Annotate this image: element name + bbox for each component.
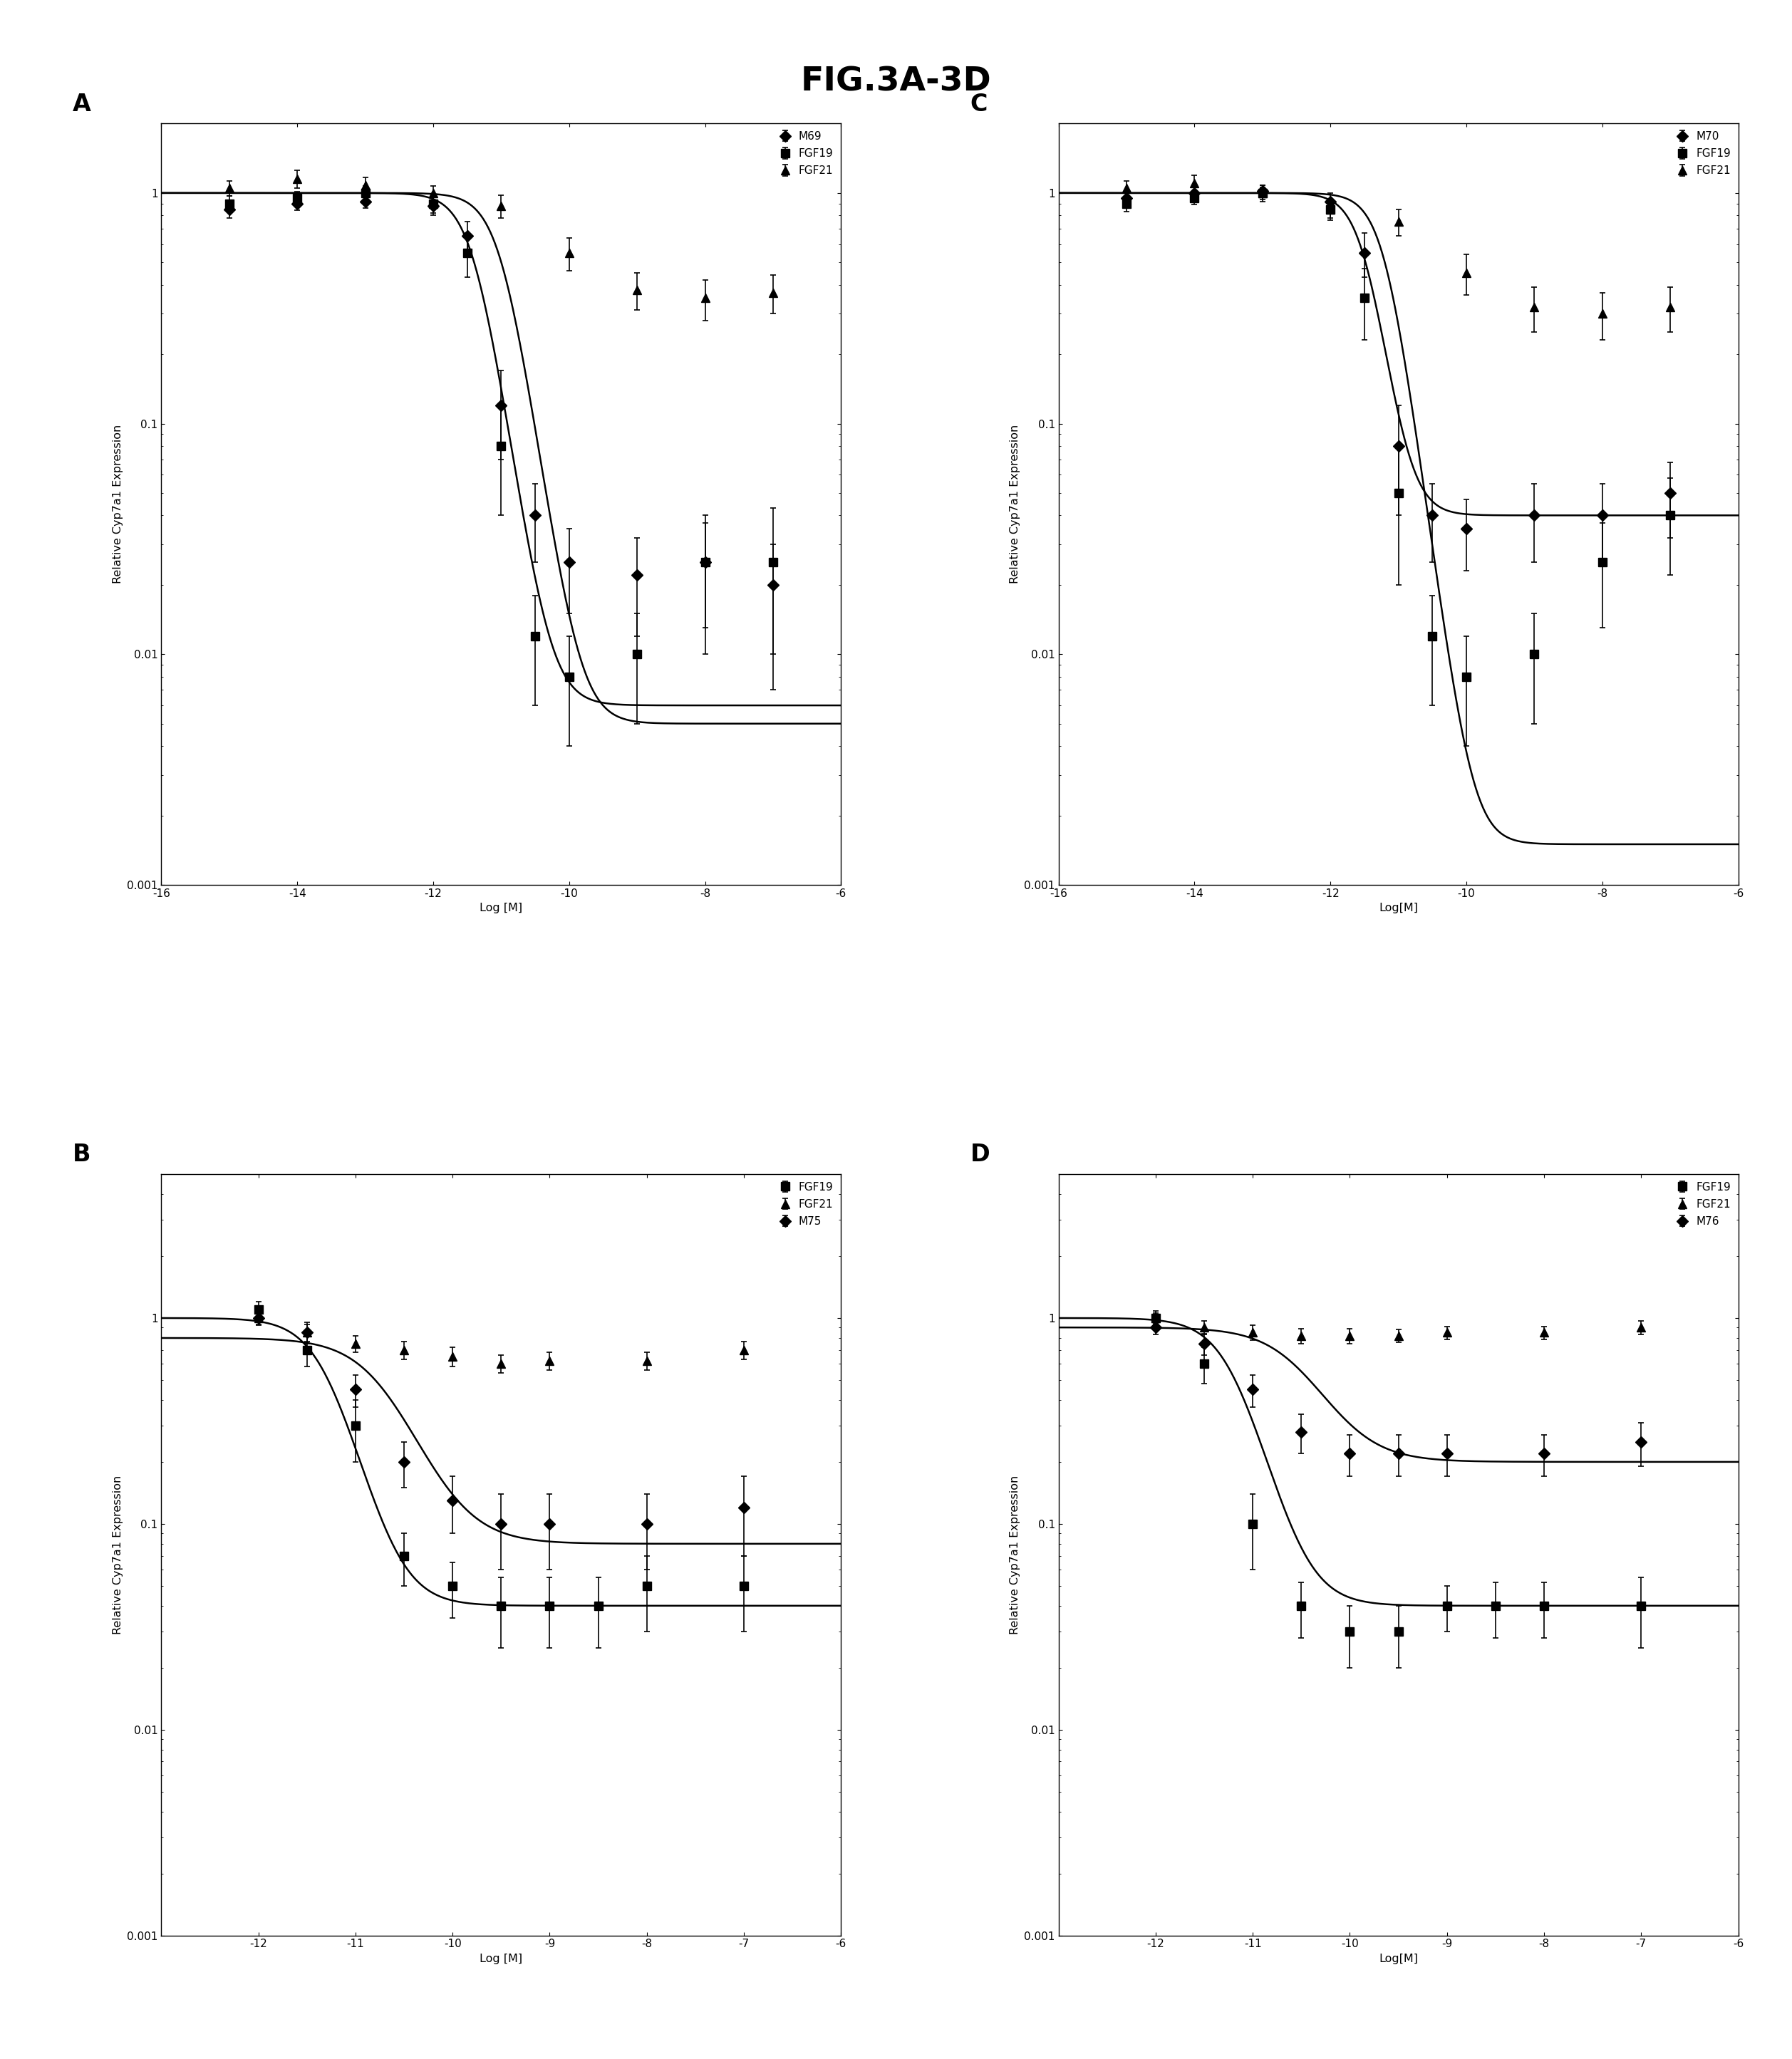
X-axis label: Log [M]: Log [M] xyxy=(480,1954,523,1964)
Legend: FGF19, FGF21, M76: FGF19, FGF21, M76 xyxy=(1672,1180,1733,1229)
X-axis label: Log [M]: Log [M] xyxy=(480,904,523,914)
Text: FIG.3A-3D: FIG.3A-3D xyxy=(801,66,991,99)
Y-axis label: Relative Cyp7a1 Expression: Relative Cyp7a1 Expression xyxy=(1009,1476,1020,1635)
Y-axis label: Relative Cyp7a1 Expression: Relative Cyp7a1 Expression xyxy=(113,424,124,583)
Legend: M70, FGF19, FGF21: M70, FGF19, FGF21 xyxy=(1672,130,1733,179)
Legend: FGF19, FGF21, M75: FGF19, FGF21, M75 xyxy=(774,1180,835,1229)
Text: C: C xyxy=(969,93,987,115)
X-axis label: Log[M]: Log[M] xyxy=(1378,1954,1417,1964)
Y-axis label: Relative Cyp7a1 Expression: Relative Cyp7a1 Expression xyxy=(113,1476,124,1635)
Text: D: D xyxy=(969,1143,989,1167)
Text: B: B xyxy=(73,1143,91,1167)
Legend: M69, FGF19, FGF21: M69, FGF19, FGF21 xyxy=(774,130,835,179)
X-axis label: Log[M]: Log[M] xyxy=(1378,904,1417,914)
Text: A: A xyxy=(73,93,91,115)
Y-axis label: Relative Cyp7a1 Expression: Relative Cyp7a1 Expression xyxy=(1009,424,1020,583)
